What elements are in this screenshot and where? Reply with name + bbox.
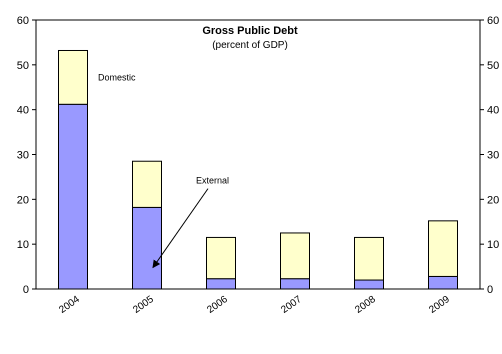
x-tick-label-2007: 2007 bbox=[279, 294, 304, 316]
y-tick-label-right-10: 10 bbox=[487, 239, 499, 251]
x-tick-label-2008: 2008 bbox=[353, 294, 378, 316]
bar-external-2005 bbox=[132, 206, 162, 290]
y-tick-label-right-50: 50 bbox=[487, 60, 499, 72]
y-tick-label-right-20: 20 bbox=[487, 194, 499, 206]
y-tick-label-left-10: 10 bbox=[17, 239, 29, 251]
y-tick-label-left-50: 50 bbox=[17, 60, 29, 72]
bar-external-2007 bbox=[280, 278, 310, 290]
y-tick-label-left-20: 20 bbox=[17, 194, 29, 206]
bar-external-2008 bbox=[354, 279, 384, 290]
annotation-arrow bbox=[152, 188, 209, 269]
y-tick-label-right-30: 30 bbox=[487, 150, 499, 162]
ticks-layer: 2004 2005 2006 2007 2008 2009 0 10 20 30 40 50 60 0 10… bbox=[17, 15, 500, 316]
bar-domestic-2008 bbox=[354, 236, 384, 281]
y-tick-label-left-0: 0 bbox=[23, 284, 29, 296]
bar-external-2004 bbox=[58, 103, 88, 290]
y-tick-label-left-60: 60 bbox=[17, 15, 29, 27]
y-tick-label-right-40: 40 bbox=[487, 105, 499, 117]
annotation-domestic: Domestic bbox=[98, 73, 136, 83]
bars-layer bbox=[58, 49, 458, 290]
chart-title: Gross Public Debt bbox=[202, 25, 298, 37]
bar-external-2006 bbox=[206, 278, 236, 290]
y-tick-label-right-60: 60 bbox=[487, 15, 499, 27]
annotations-layer: Domestic External bbox=[98, 73, 229, 269]
chart-subtitle: (percent of GDP) bbox=[212, 40, 288, 51]
bar-domestic-2007 bbox=[280, 232, 310, 280]
x-tick-label-2009: 2009 bbox=[427, 294, 452, 316]
axes-layer bbox=[35, 19, 481, 290]
annotation-external: External bbox=[196, 176, 229, 186]
bar-domestic-2009 bbox=[428, 220, 458, 277]
bar-domestic-2006 bbox=[206, 236, 236, 280]
y-tick-label-left-30: 30 bbox=[17, 150, 29, 162]
x-tick-label-2004: 2004 bbox=[57, 294, 82, 316]
bar-external-2009 bbox=[428, 275, 458, 290]
y-tick-label-right-0: 0 bbox=[487, 284, 493, 296]
x-tick-label-2006: 2006 bbox=[205, 294, 230, 316]
plot-area-frame bbox=[35, 19, 481, 290]
x-tick-label-2005: 2005 bbox=[131, 294, 156, 316]
bar-domestic-2004 bbox=[58, 49, 88, 105]
y-tick-label-left-40: 40 bbox=[17, 105, 29, 117]
bar-domestic-2005 bbox=[132, 160, 162, 208]
